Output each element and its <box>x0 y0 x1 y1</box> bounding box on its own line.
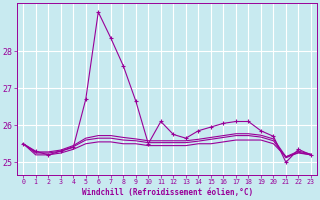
X-axis label: Windchill (Refroidissement éolien,°C): Windchill (Refroidissement éolien,°C) <box>82 188 253 197</box>
